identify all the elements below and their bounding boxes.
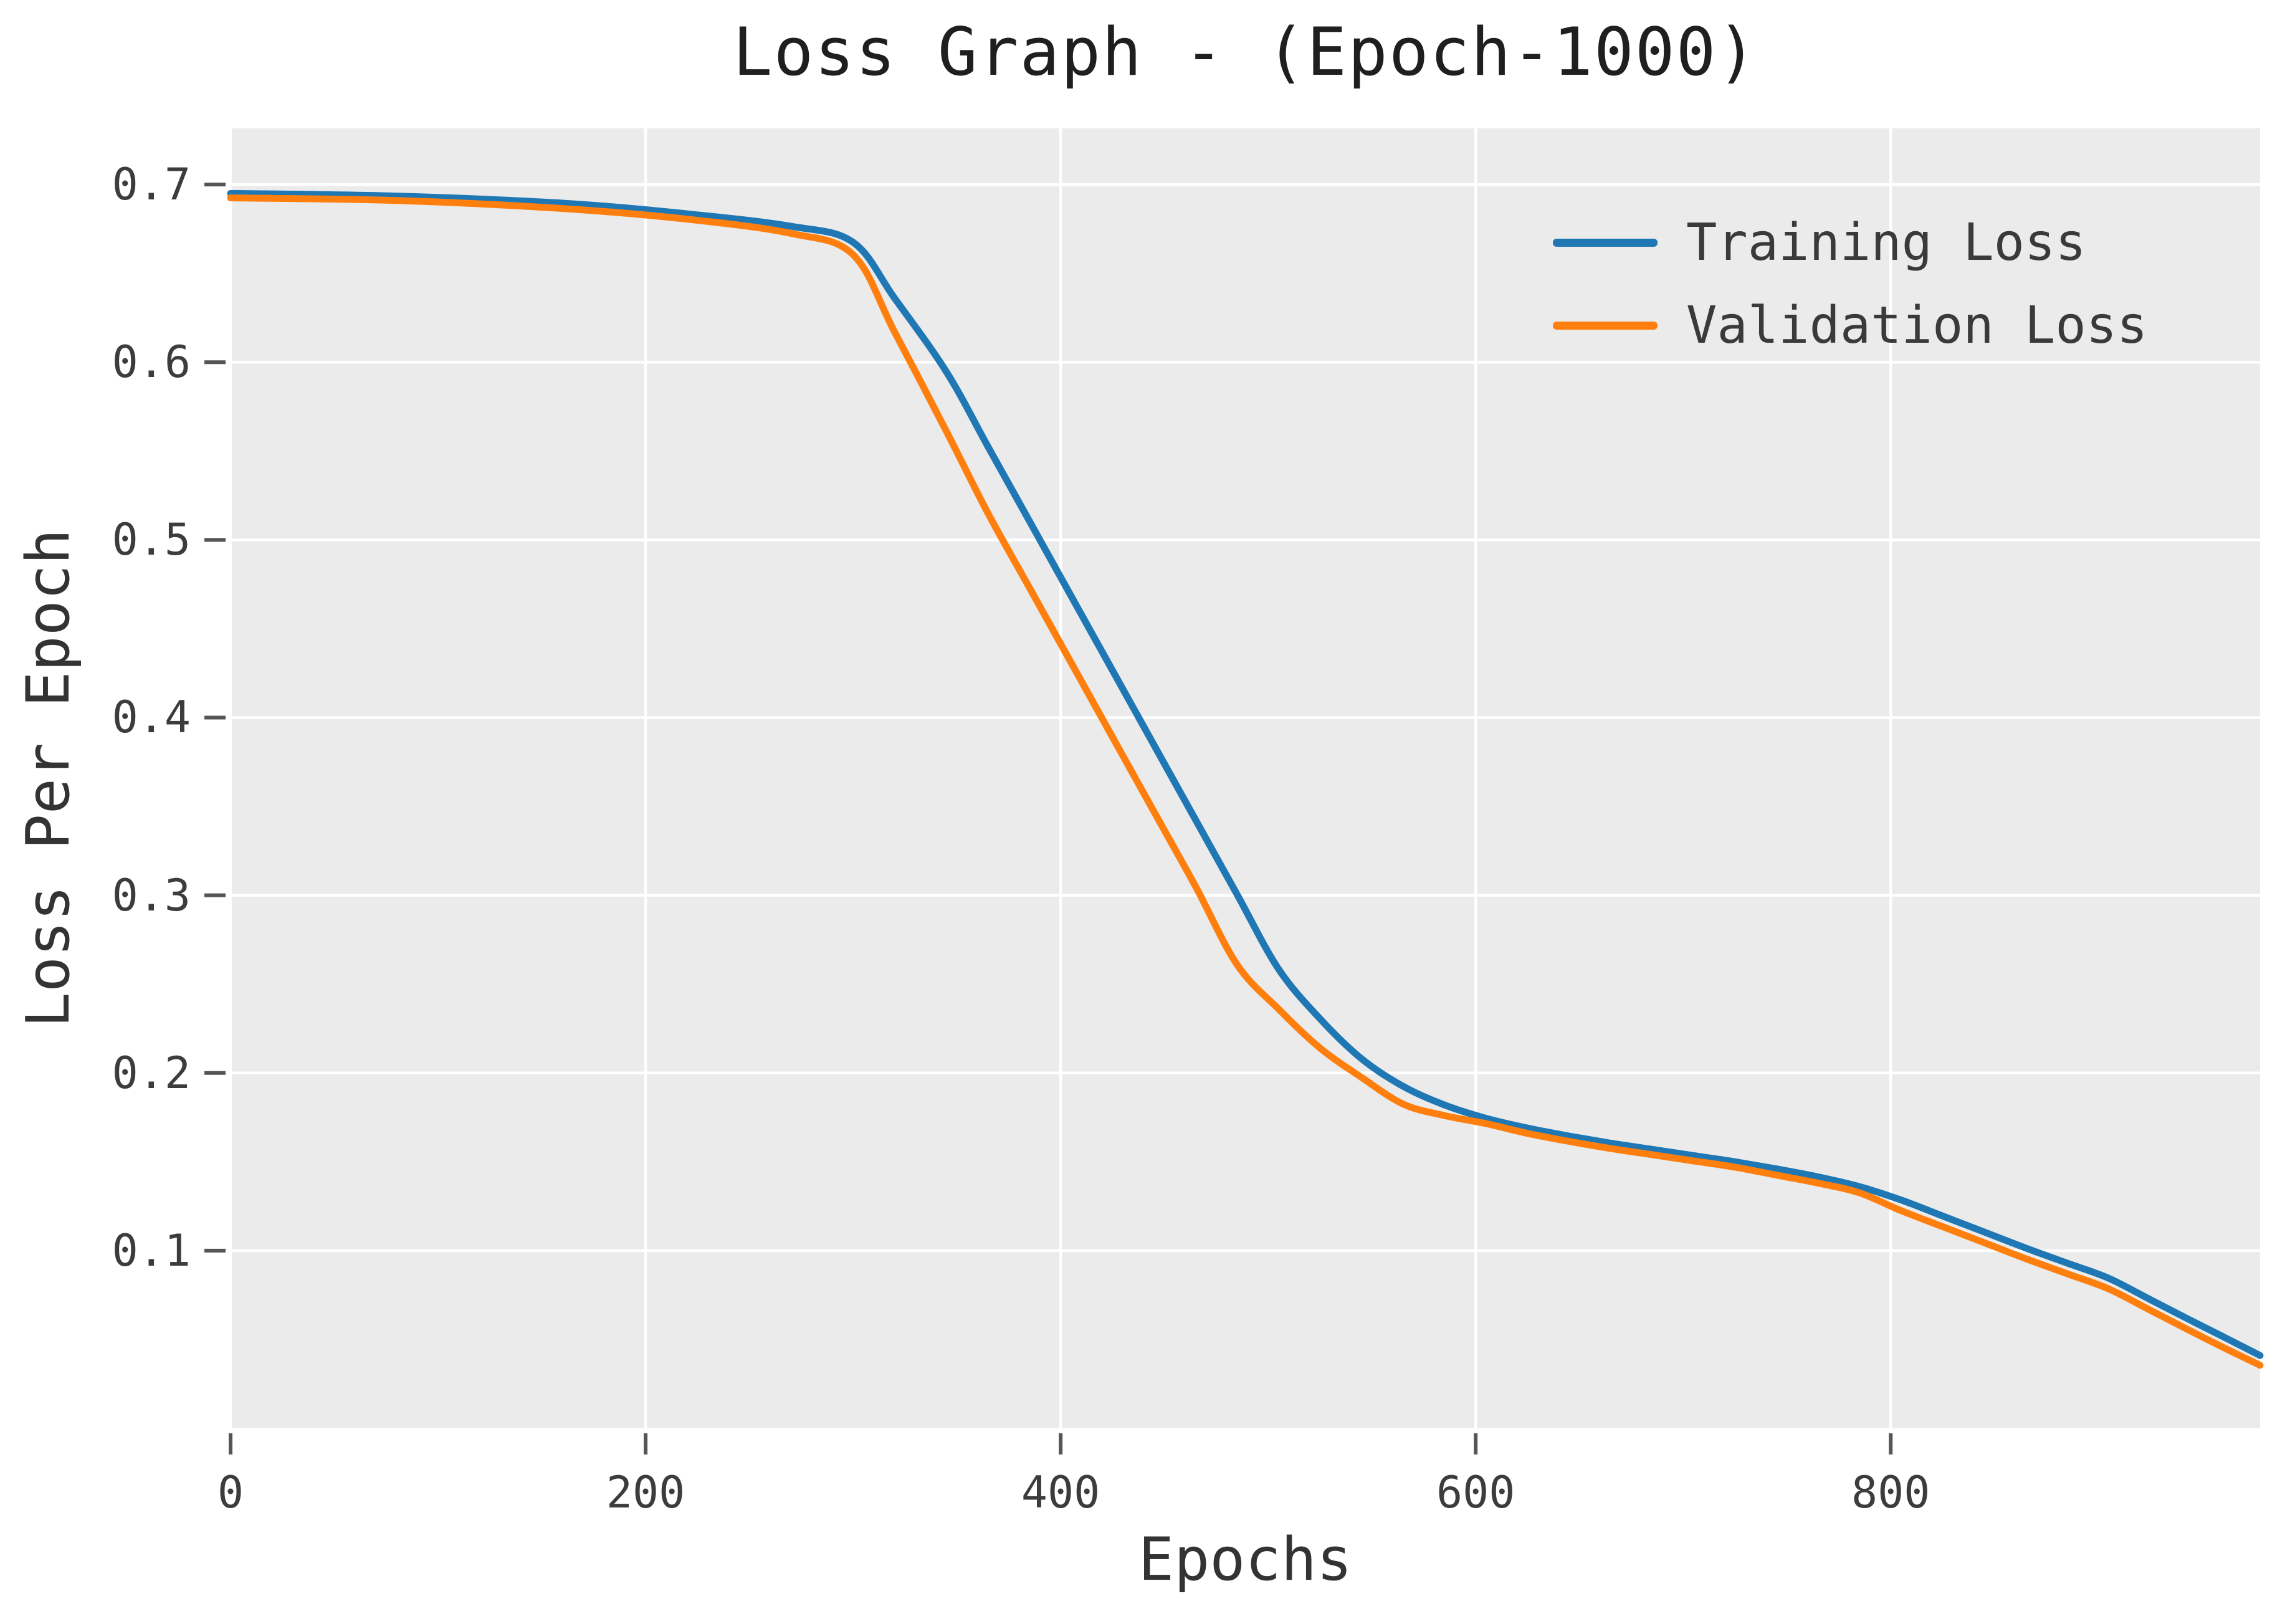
tick-marks (204, 183, 1893, 1454)
y-axis-label: Loss Per Epoch (14, 528, 83, 1028)
series-lines (227, 189, 2264, 1369)
legend: Training Loss Validation Loss (1553, 213, 2148, 355)
y-tick-label: 0.5 (112, 514, 191, 566)
plot-area (231, 128, 2260, 1428)
legend-label: Validation Loss (1686, 296, 2148, 355)
x-axis-label: Epochs (1138, 1526, 1353, 1594)
x-tick-label: 200 (606, 1467, 685, 1518)
legend-line-swatch (1553, 322, 1658, 330)
y-tick-label: 0.4 (112, 692, 191, 743)
y-tick-label: 0.1 (112, 1225, 191, 1276)
legend-item: Validation Loss (1553, 296, 2148, 355)
legend-label: Training Loss (1686, 213, 2086, 272)
y-tick-label: 0.6 (112, 337, 191, 388)
y-tick-label: 0.3 (112, 869, 191, 921)
y-tick-label: 0.2 (112, 1047, 191, 1099)
series-line-training-loss (227, 189, 2264, 1359)
legend-line-swatch (1553, 239, 1658, 247)
series-line-validation-loss (227, 194, 2264, 1369)
x-tick-label: 0 (217, 1467, 244, 1518)
x-tick-label: 600 (1436, 1467, 1515, 1518)
legend-item: Training Loss (1553, 213, 2148, 272)
x-tick-label: 400 (1021, 1467, 1100, 1518)
chart-title: Loss Graph - (Epoch-1000) (732, 14, 1758, 90)
grid-lines (229, 128, 2260, 1428)
x-tick-label: 800 (1851, 1467, 1930, 1518)
y-tick-label: 0.7 (112, 159, 191, 211)
